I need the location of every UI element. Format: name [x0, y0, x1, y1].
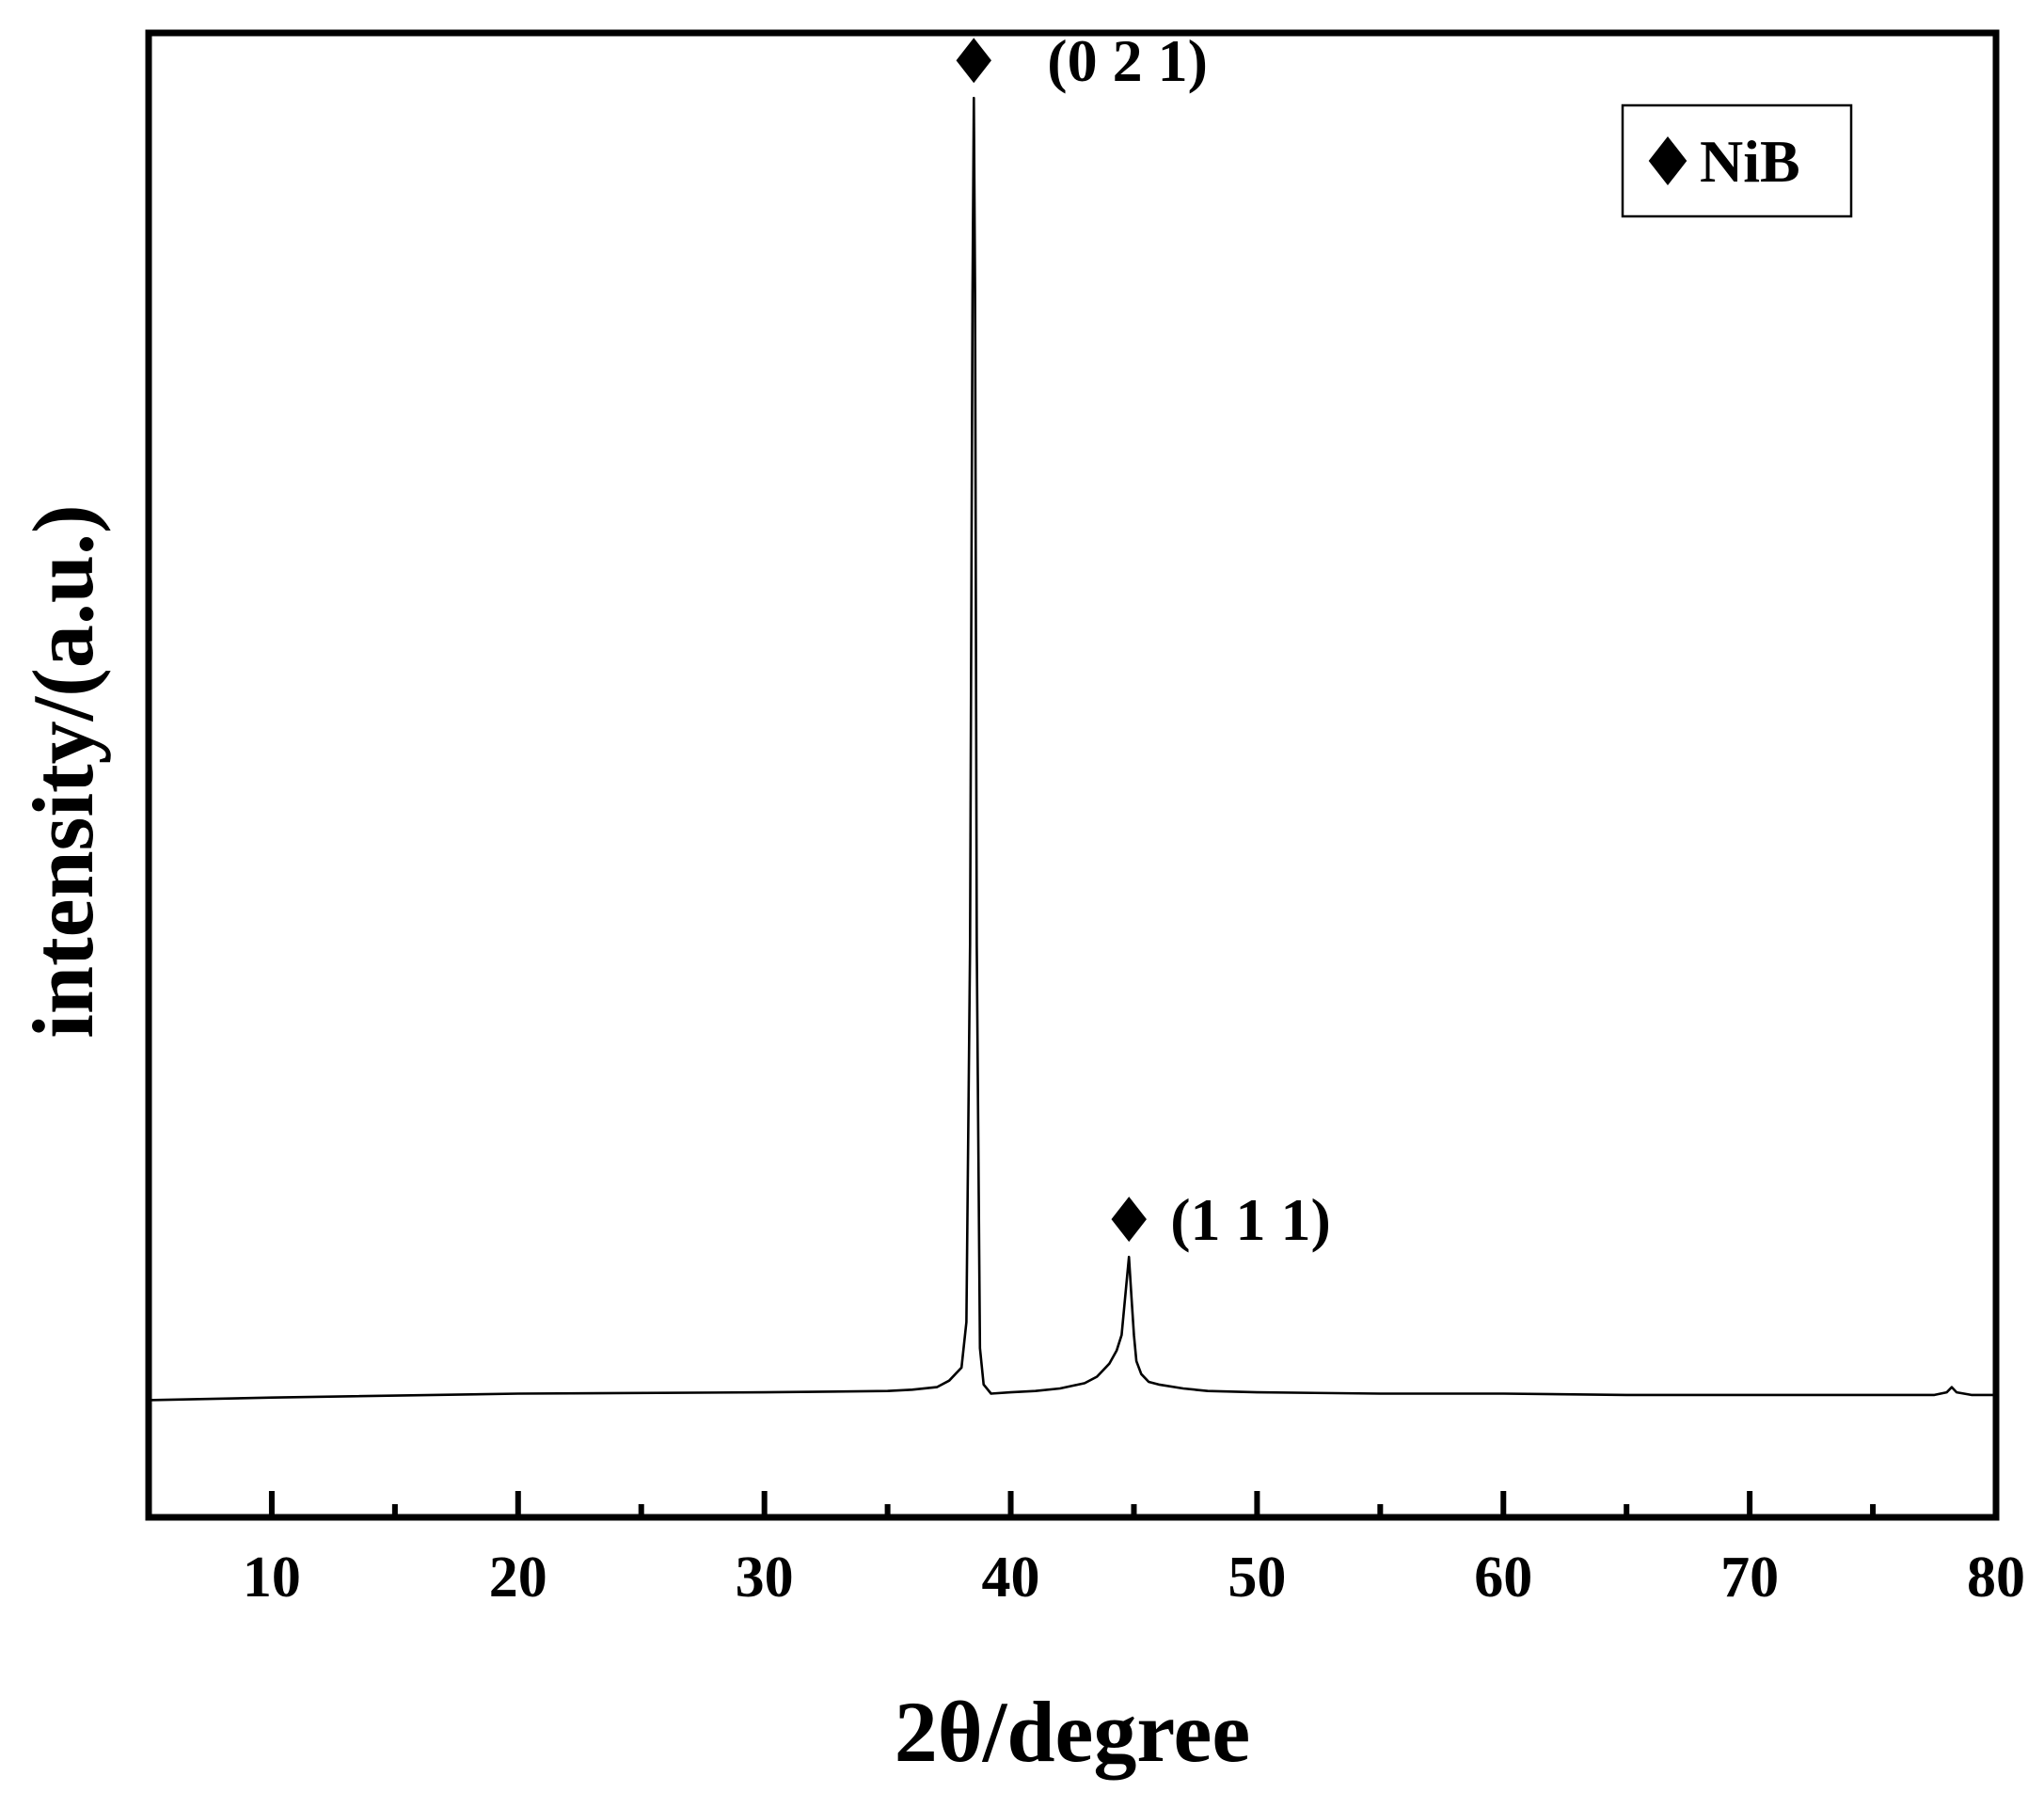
x-tick-label: 70 [1720, 1546, 1779, 1610]
x-tick-label: 20 [489, 1546, 547, 1610]
x-tick-label: 80 [1967, 1546, 2025, 1610]
plot-border [145, 29, 2000, 1521]
x-tick-labels: 10 20 30 40 50 60 70 80 [243, 1546, 2025, 1610]
x-tick-label: 60 [1474, 1546, 1532, 1610]
plot-frame [145, 29, 2000, 1521]
x-tick-label: 50 [1228, 1546, 1286, 1610]
x-major-ticks [268, 1491, 1999, 1517]
x-tick-label: 30 [736, 1546, 794, 1610]
x-axis-label: 2θ/degree [895, 1684, 1250, 1780]
x-tick-label: 40 [982, 1546, 1040, 1610]
peak-label: (1 1 1) [1170, 1186, 1331, 1253]
diamond-marker-icon [1111, 1197, 1147, 1243]
peak-label: (0 2 1) [1047, 27, 1208, 94]
legend-label: NiB [1700, 128, 1800, 195]
y-axis-label: intensity/(a.u.) [15, 504, 111, 1038]
diamond-marker-icon [956, 38, 991, 84]
legend: NiB [1621, 103, 1853, 218]
peak-annotations: (0 2 1) (1 1 1) [956, 27, 1331, 1253]
x-tick-label: 10 [243, 1546, 301, 1610]
series-line [148, 96, 1996, 1402]
legend-diamond-icon [1648, 136, 1687, 185]
x-minor-ticks [391, 1504, 1877, 1517]
series-layer [148, 96, 1996, 1402]
